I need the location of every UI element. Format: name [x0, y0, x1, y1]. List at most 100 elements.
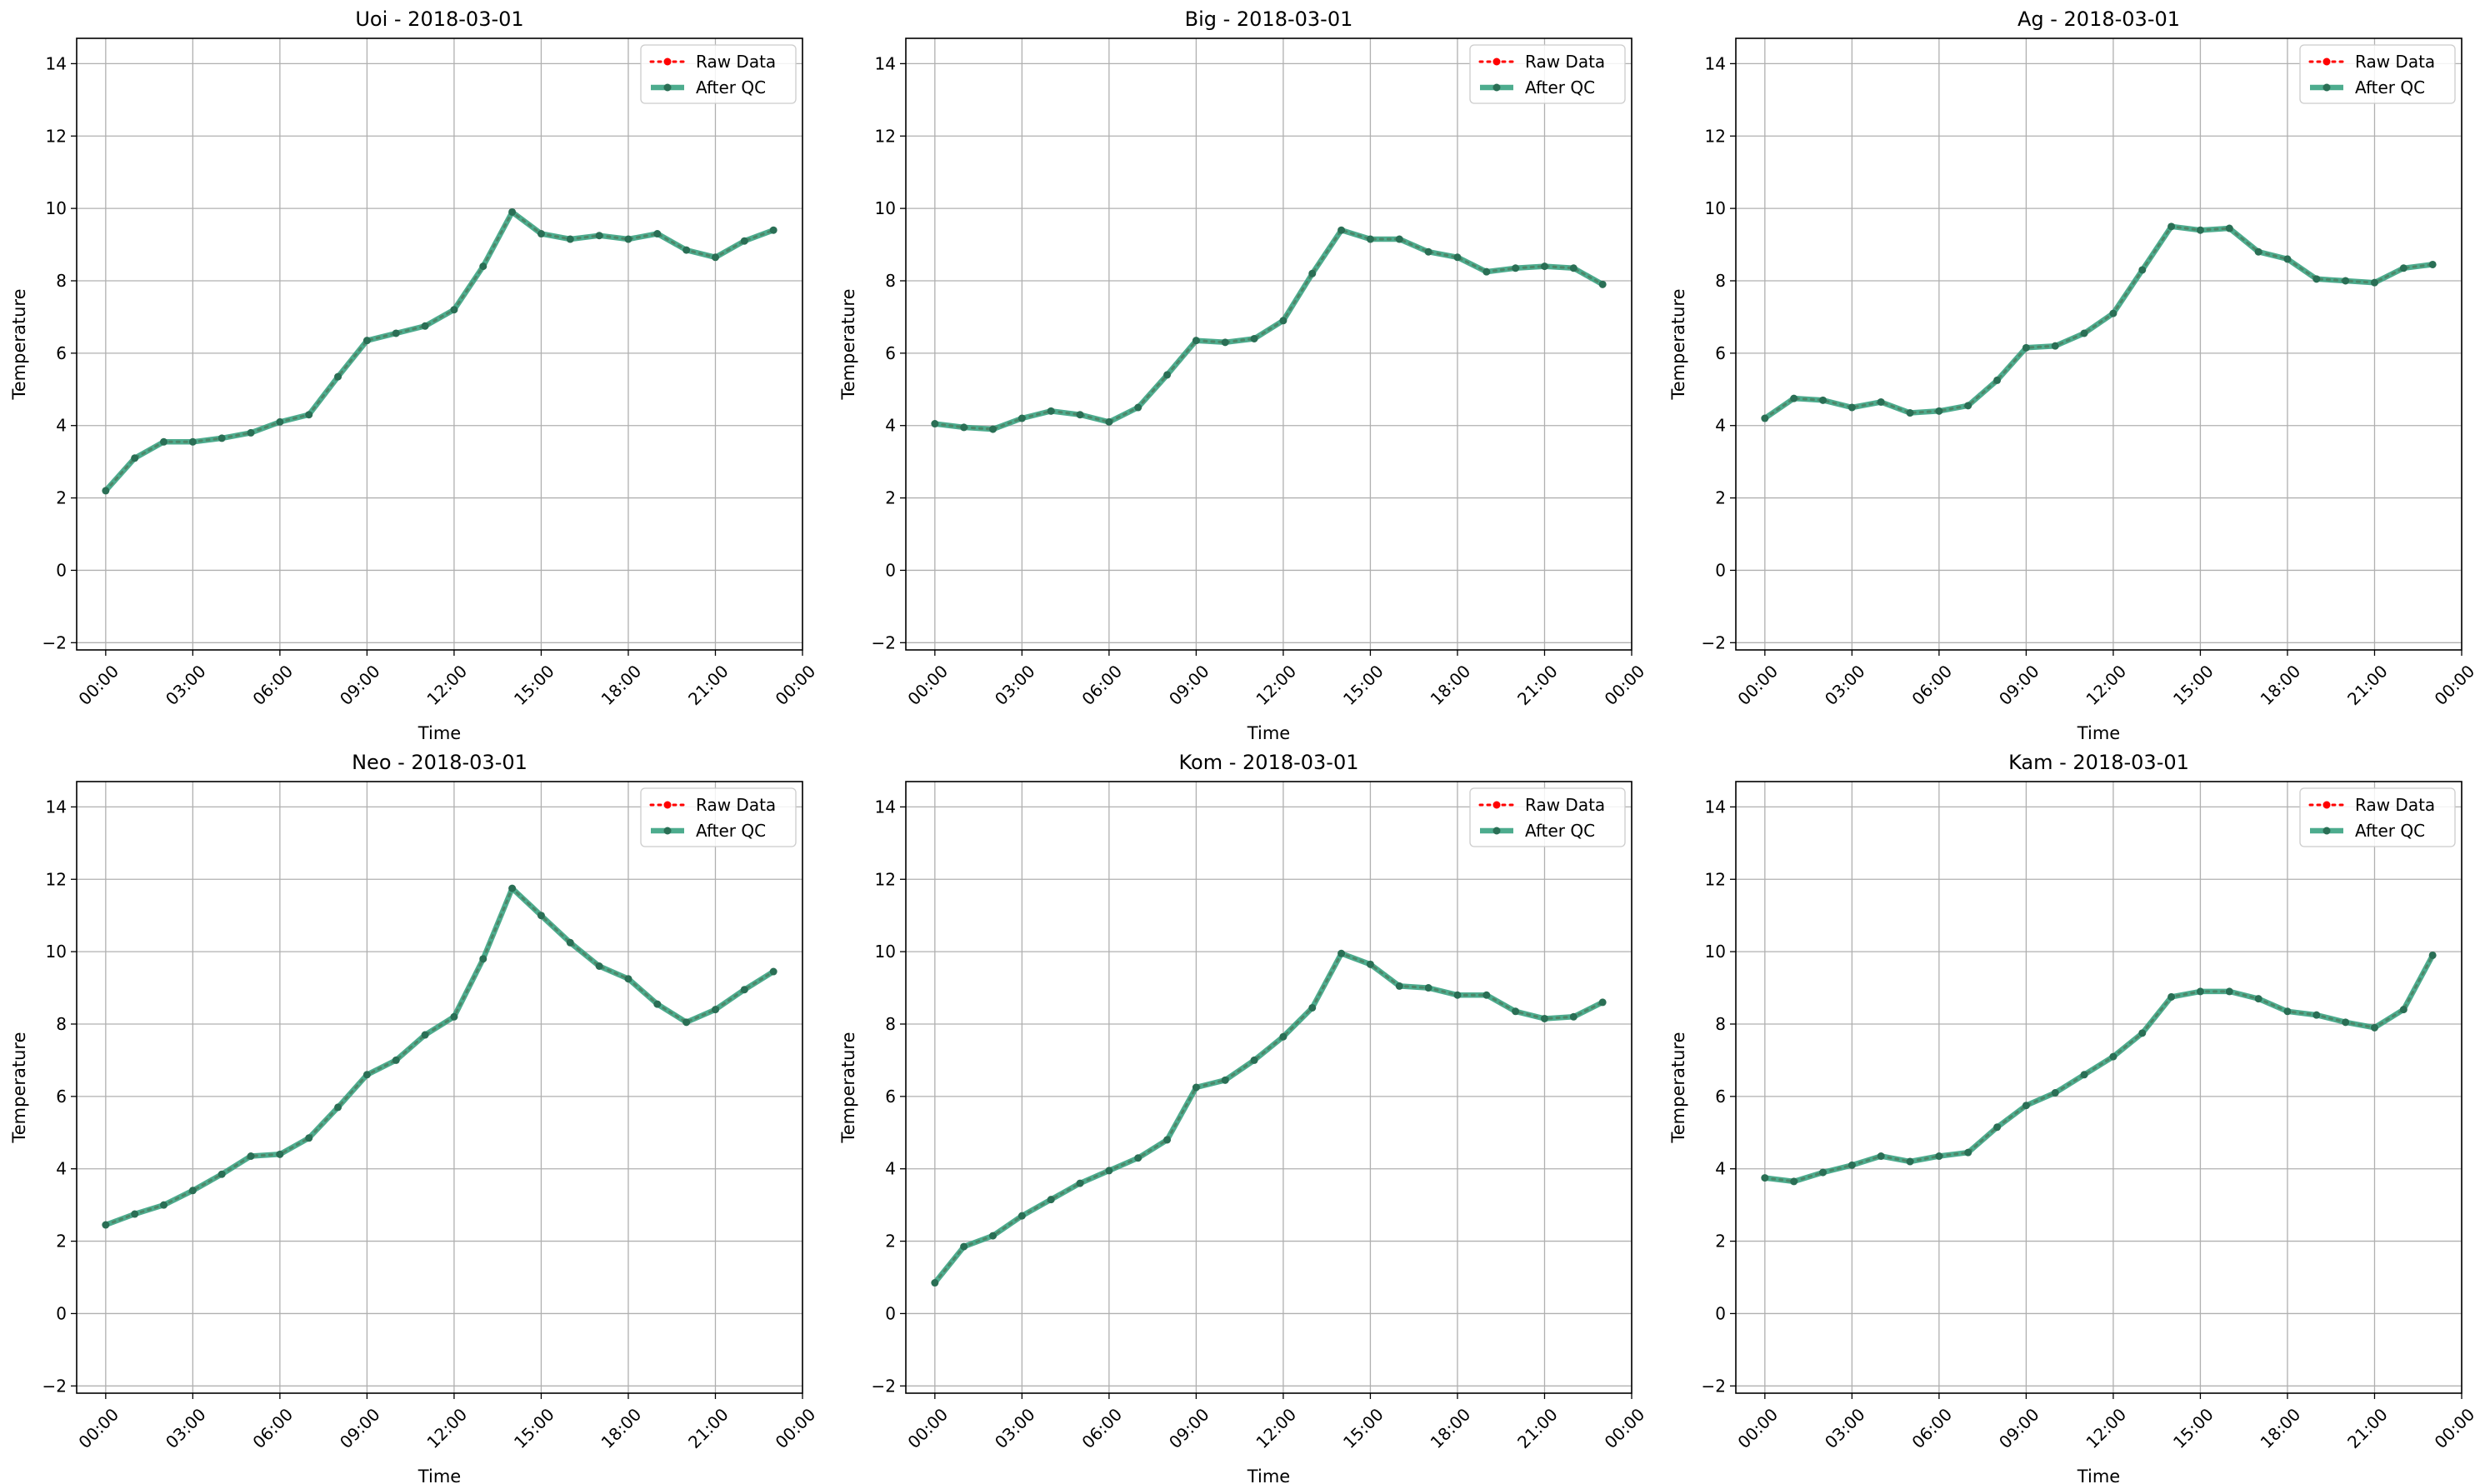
y-tick-label: 10: [46, 942, 67, 962]
x-tick-label: 15:00: [1339, 1404, 1388, 1452]
data-point-qc: [2254, 247, 2262, 256]
data-point-qc: [1540, 262, 1548, 271]
data-point-qc: [160, 437, 168, 446]
subplot-3: −2 0 2 4 6 8 10 12 14 00:00 03:00 06:00 09:00 12:00 15…: [1668, 7, 2478, 743]
data-point-qc: [1482, 991, 1491, 999]
x-axis-label: Time: [418, 1467, 461, 1484]
x-tick-label: 00:00: [1601, 661, 1649, 709]
data-point-qc: [2342, 1018, 2350, 1027]
axes-frame: [76, 781, 803, 1394]
x-axis-label: Time: [418, 723, 461, 743]
data-point-qc: [1366, 235, 1374, 243]
x-tick-label: 09:00: [336, 1404, 384, 1452]
data-point-qc: [931, 1279, 939, 1287]
y-tick-label: 0: [885, 560, 896, 580]
axes-frame: [905, 781, 1632, 1394]
x-tick-label: 00:00: [772, 661, 820, 709]
x-tick-label: 06:00: [1078, 1404, 1126, 1452]
x-tick-label: 18:00: [1427, 1404, 1475, 1452]
y-tick-label: 0: [1715, 1303, 1726, 1323]
legend-marker-raw-data: [2322, 801, 2331, 809]
y-tick-label: −2: [1702, 1376, 1726, 1396]
y-tick-label: 2: [1715, 488, 1726, 508]
data-point-qc: [247, 428, 255, 437]
data-point-qc: [1134, 403, 1142, 412]
legend-label-after-qc: After QC: [696, 77, 766, 97]
data-point-qc: [1790, 1177, 1798, 1186]
data-point-qc: [2225, 987, 2233, 996]
legend-label-raw-data: Raw Data: [696, 795, 776, 815]
y-tick-label: 10: [875, 198, 896, 218]
x-tick-label: 09:00: [1995, 661, 2043, 709]
data-point-qc: [769, 967, 778, 976]
data-point-qc: [1848, 403, 1856, 412]
series-line-after-qc: [1762, 223, 2433, 421]
legend-label-raw-data: Raw Data: [696, 52, 776, 72]
legend: Raw Data After QC: [640, 44, 797, 104]
data-point-qc: [2399, 1006, 2408, 1014]
x-tick-label: 15:00: [510, 661, 558, 709]
data-point-qc: [334, 372, 342, 381]
y-tick-label: 10: [1705, 198, 1726, 218]
x-tick-label: 00:00: [1733, 1404, 1782, 1452]
data-point-qc: [188, 1187, 197, 1195]
data-point-qc: [305, 1134, 313, 1142]
y-tick-label: 6: [885, 1087, 896, 1107]
subplot-2: −2 0 2 4 6 8 10 12 14 00:00 03:00 06:00 09:00 12:00 15…: [838, 7, 1648, 743]
axes-frame: [905, 37, 1632, 651]
data-point-qc: [1395, 982, 1403, 990]
y-tick-label: 2: [885, 488, 896, 508]
data-point-qc: [1790, 394, 1798, 402]
data-point-qc: [2051, 342, 2059, 350]
data-point-qc: [1906, 409, 1914, 417]
legend-marker-raw-data: [1492, 57, 1501, 66]
data-point-qc: [2168, 222, 2176, 231]
x-tick-label: 18:00: [1427, 661, 1475, 709]
data-point-qc: [334, 1103, 342, 1112]
y-tick-label: 8: [1715, 271, 1726, 291]
data-point-qc: [450, 306, 458, 314]
plot-area: [1736, 38, 2462, 650]
legend: Raw Data After QC: [640, 787, 797, 847]
data-point-qc: [1819, 1168, 1828, 1177]
x-tick-label: 03:00: [1821, 1404, 1869, 1452]
y-axis-label: Temperature: [9, 288, 29, 400]
data-point-qc: [1279, 317, 1288, 325]
axes-frame: [1735, 781, 2462, 1394]
data-point-qc: [537, 230, 545, 238]
axes-frame: [76, 37, 803, 651]
y-tick-label: 2: [56, 1232, 67, 1252]
legend-marker-raw-data: [663, 57, 672, 66]
subplot-5: −2 0 2 4 6 8 10 12 14 00:00 03:00 06:00 09:00 12:00 15…: [838, 751, 1648, 1484]
data-point-qc: [960, 423, 968, 432]
y-tick-label: 10: [1705, 942, 1726, 962]
data-point-qc: [247, 1152, 255, 1161]
y-tick-label: 12: [1705, 869, 1726, 889]
data-point-qc: [1761, 414, 1769, 422]
series-line-after-qc: [103, 209, 775, 493]
x-tick-label: 21:00: [1513, 661, 1562, 709]
legend-marker-after-qc: [1492, 83, 1501, 92]
data-point-qc: [1964, 402, 1972, 410]
x-tick-label: 03:00: [162, 1404, 210, 1452]
data-point-qc: [1512, 264, 1520, 272]
x-axis-label: Time: [1247, 1467, 1290, 1484]
y-tick-label: 6: [885, 343, 896, 363]
y-tick-label: 12: [875, 126, 896, 146]
data-point-qc: [421, 322, 429, 330]
data-point-qc: [1877, 1152, 1885, 1161]
data-point-qc: [1308, 1003, 1317, 1012]
y-tick-label: 12: [875, 869, 896, 889]
y-tick-label: 14: [875, 53, 896, 73]
data-point-qc: [1221, 1076, 1229, 1084]
plot-area: [1736, 782, 2462, 1393]
data-point-qc: [1250, 334, 1258, 342]
x-tick-label: 06:00: [1078, 661, 1126, 709]
data-point-qc: [1540, 1014, 1548, 1022]
data-point-qc: [1163, 371, 1172, 379]
data-point-qc: [1338, 949, 1346, 957]
y-tick-label: −2: [872, 632, 896, 652]
legend-label-after-qc: After QC: [1525, 77, 1595, 97]
data-point-qc: [2283, 1007, 2292, 1016]
data-point-qc: [1877, 397, 1885, 406]
